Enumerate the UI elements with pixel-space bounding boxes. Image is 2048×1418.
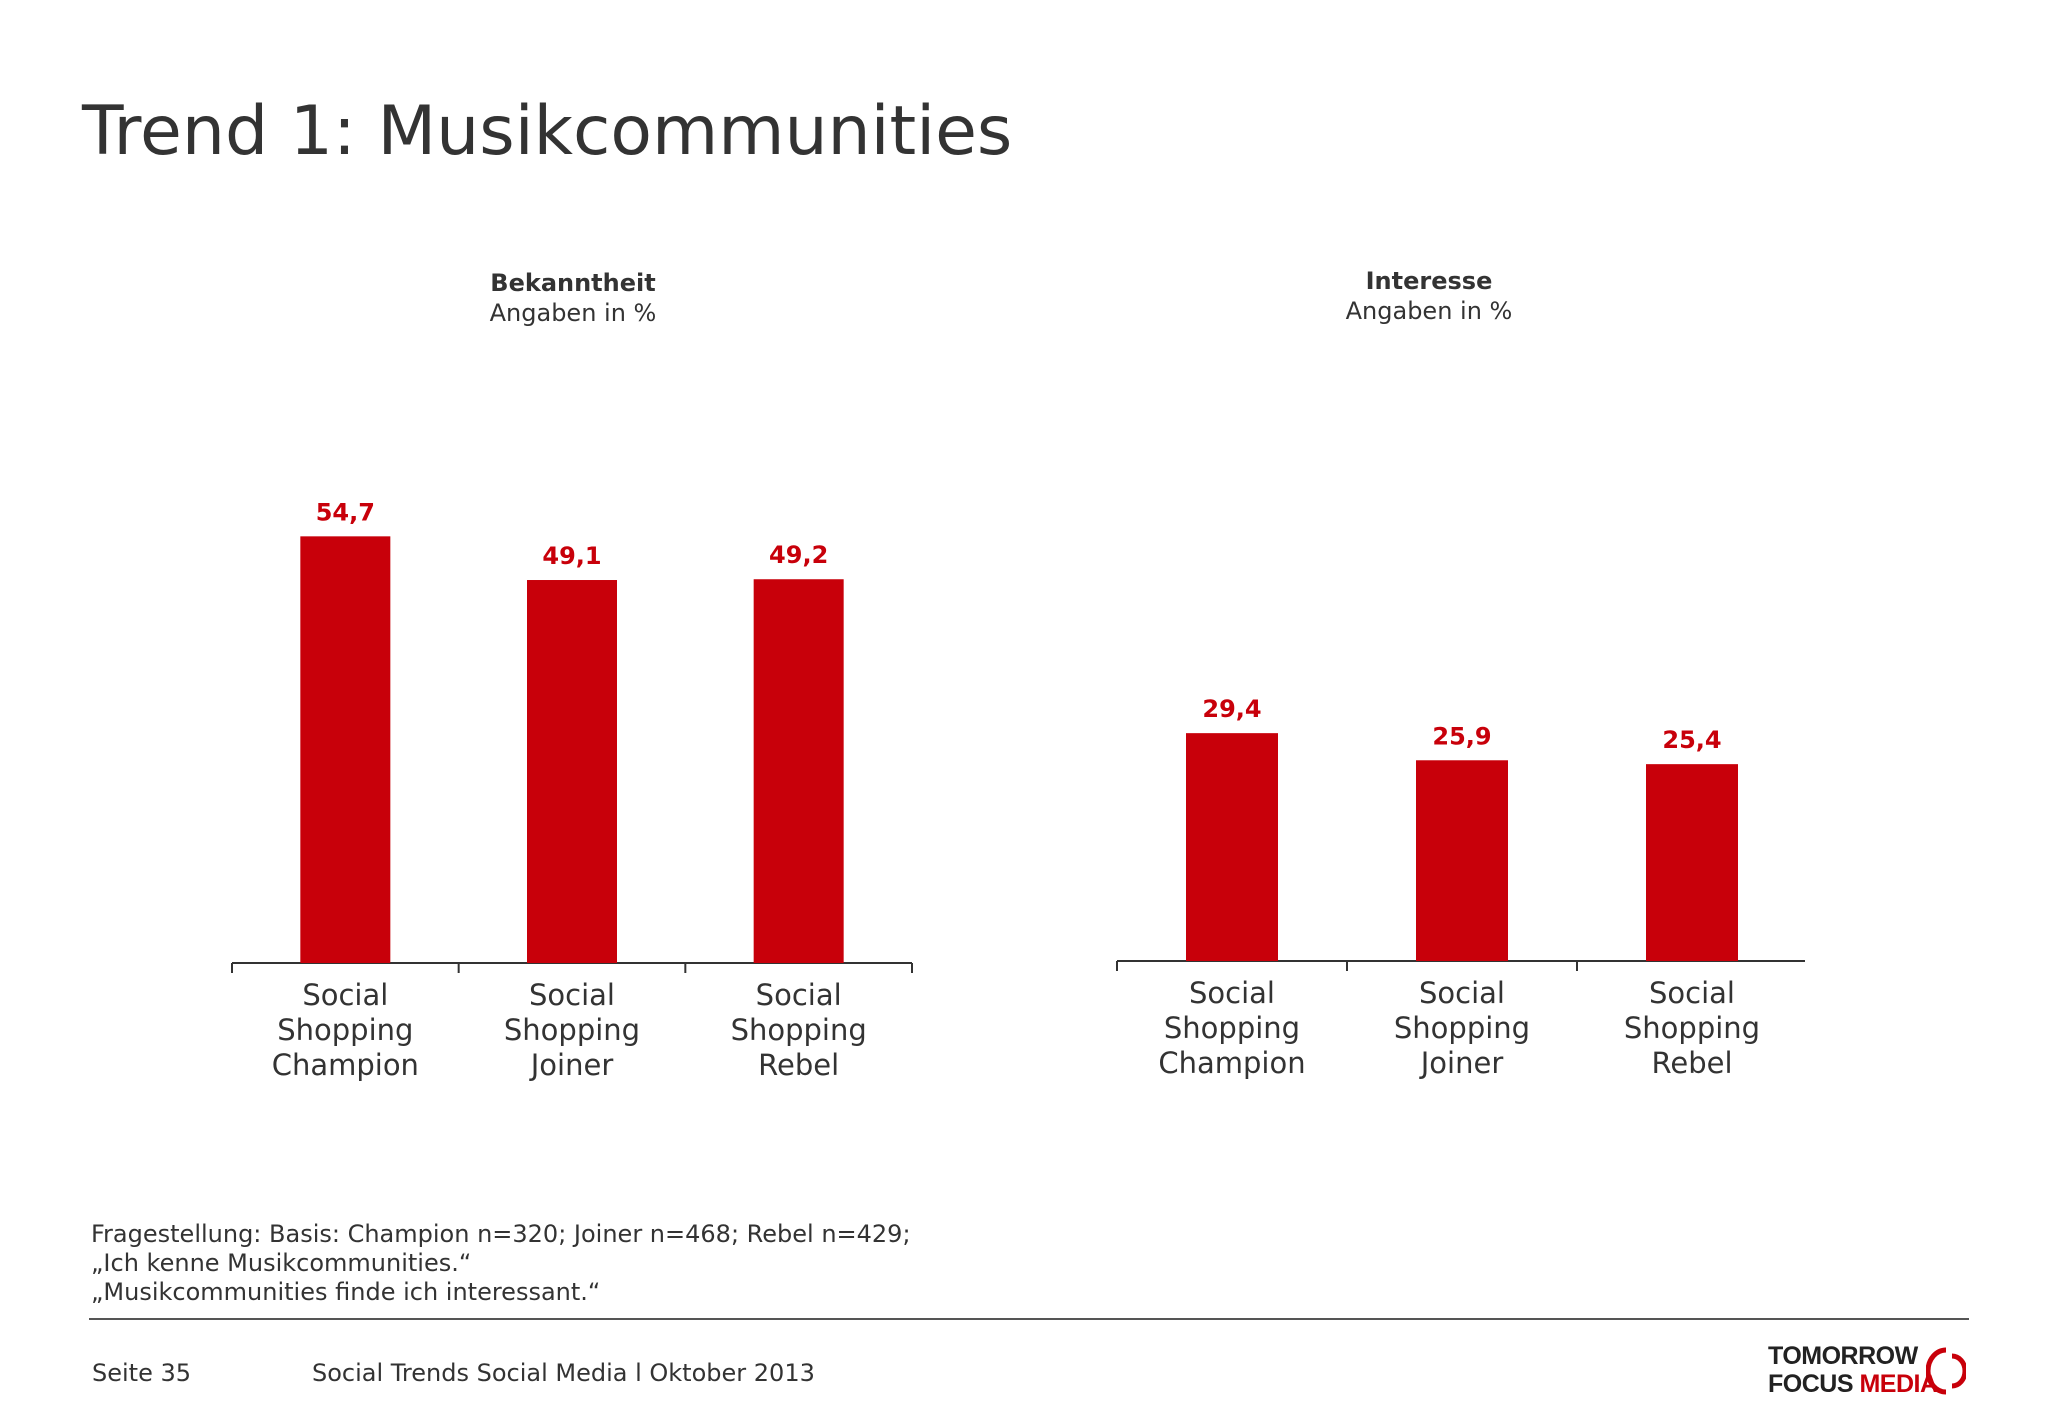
x-tick-label: Social Shopping Champion xyxy=(272,978,419,1082)
footnote-line: Fragestellung: Basis: Champion n=320; Jo… xyxy=(91,1220,911,1248)
bar xyxy=(753,579,844,963)
bar xyxy=(527,580,617,963)
x-tick-label: Social Shopping Rebel xyxy=(1624,976,1760,1080)
bar xyxy=(1646,764,1738,961)
page-number: Seite 35 xyxy=(92,1359,192,1387)
x-tick-label: Social Shopping Joiner xyxy=(1394,976,1530,1080)
chart-subtitle: Angaben in % xyxy=(1345,297,1513,325)
chart-title: Interesse xyxy=(1365,267,1493,295)
chart-title: Bekanntheit xyxy=(490,269,656,297)
document-title: Social Trends Social Media l Oktober 201… xyxy=(312,1359,815,1387)
data-label: 25,4 xyxy=(1662,726,1721,754)
x-tick-label: Social Shopping Champion xyxy=(1158,976,1305,1080)
chart-bekanntheit-header: Bekanntheit Angaben in % xyxy=(373,268,773,328)
bar xyxy=(1186,733,1278,961)
bar xyxy=(1416,760,1508,961)
page-title: Trend 1: Musikcommunities xyxy=(82,92,1013,171)
data-label: 49,1 xyxy=(542,542,601,570)
data-label: 29,4 xyxy=(1202,695,1261,723)
bar xyxy=(300,536,391,963)
chart-bekanntheit: 54,7 Social Shopping Champion 49,1 Social Shop… xyxy=(231,498,913,1082)
footnote: Fragestellung: Basis: Champion n=320; Jo… xyxy=(91,1220,911,1307)
footnote-line: „Ich kenne Musikcommunities.“ xyxy=(91,1249,472,1277)
chart-interesse-header: Interesse Angaben in % xyxy=(1229,266,1629,326)
data-label: 25,9 xyxy=(1432,722,1491,750)
chart-interesse: 29,4 Social Shopping Champion 25,9 Social Shop… xyxy=(1116,695,1805,1080)
logo-text-focus: FOCUS xyxy=(1768,1370,1854,1398)
x-tick-label: Social Shopping Joiner xyxy=(504,978,640,1082)
footnote-line: „Musikcommunities finde ich interessant.… xyxy=(91,1278,601,1306)
chart-subtitle: Angaben in % xyxy=(489,299,657,327)
x-tick-label: Social Shopping Rebel xyxy=(731,978,867,1082)
logo-text-line2: FOCUS MEDIA xyxy=(1768,1370,1938,1399)
footer-divider xyxy=(89,1318,1969,1320)
logo-text-media: MEDIA xyxy=(1859,1370,1938,1398)
company-logo: TOMORROW FOCUS MEDIA xyxy=(1768,1340,1968,1400)
data-label: 49,2 xyxy=(769,541,828,569)
logo-text-line1: TOMORROW xyxy=(1768,1342,1918,1370)
logo-arc-icon xyxy=(1926,1347,1966,1395)
data-label: 54,7 xyxy=(316,498,375,526)
